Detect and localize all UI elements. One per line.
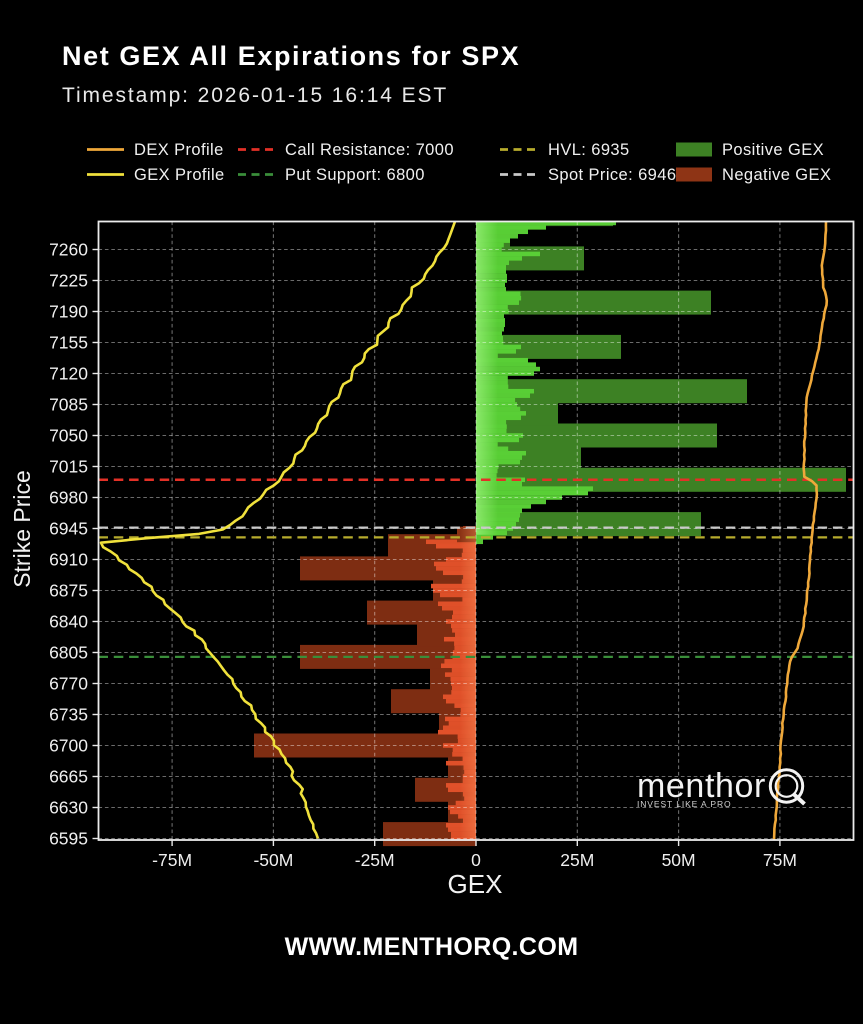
svg-text:Strike Price: Strike Price: [9, 470, 35, 588]
svg-text:INVEST LIKE A PRO: INVEST LIKE A PRO: [637, 799, 732, 809]
svg-text:7085: 7085: [49, 395, 88, 415]
svg-text:7155: 7155: [49, 333, 88, 353]
svg-text:6630: 6630: [49, 798, 88, 818]
svg-text:Positive GEX: Positive GEX: [722, 141, 824, 159]
svg-text:Negative GEX: Negative GEX: [722, 166, 831, 184]
svg-text:6910: 6910: [49, 550, 88, 570]
svg-text:Put Support: 6800: Put Support: 6800: [285, 166, 425, 184]
svg-text:6840: 6840: [49, 612, 88, 632]
svg-text:0: 0: [471, 850, 481, 870]
svg-text:6945: 6945: [49, 519, 88, 539]
svg-text:-75M: -75M: [152, 850, 192, 870]
svg-text:menthor: menthor: [637, 767, 766, 805]
svg-text:75M: 75M: [763, 850, 797, 870]
svg-text:HVL: 6935: HVL: 6935: [548, 141, 630, 159]
svg-text:7015: 7015: [49, 457, 88, 477]
svg-text:-50M: -50M: [253, 850, 293, 870]
svg-text:6700: 6700: [49, 736, 88, 756]
svg-text:50M: 50M: [662, 850, 696, 870]
svg-text:6875: 6875: [49, 581, 88, 601]
svg-text:GEX: GEX: [448, 869, 503, 899]
svg-text:6665: 6665: [49, 767, 88, 787]
svg-text:GEX Profile: GEX Profile: [134, 166, 225, 184]
svg-text:7225: 7225: [49, 271, 88, 291]
svg-text:-25M: -25M: [355, 850, 395, 870]
svg-text:7050: 7050: [49, 426, 88, 446]
svg-text:Call Resistance: 7000: Call Resistance: 7000: [285, 141, 454, 159]
svg-text:6735: 6735: [49, 705, 88, 725]
svg-text:6805: 6805: [49, 643, 88, 663]
svg-text:25M: 25M: [560, 850, 594, 870]
svg-text:DEX Profile: DEX Profile: [134, 141, 224, 159]
svg-text:6770: 6770: [49, 674, 88, 694]
svg-text:7120: 7120: [49, 364, 88, 384]
svg-text:6595: 6595: [49, 829, 88, 849]
svg-text:7260: 7260: [49, 240, 88, 260]
svg-text:6980: 6980: [49, 488, 88, 508]
svg-text:7190: 7190: [49, 302, 88, 322]
svg-text:Spot Price: 6946: Spot Price: 6946: [548, 166, 676, 184]
